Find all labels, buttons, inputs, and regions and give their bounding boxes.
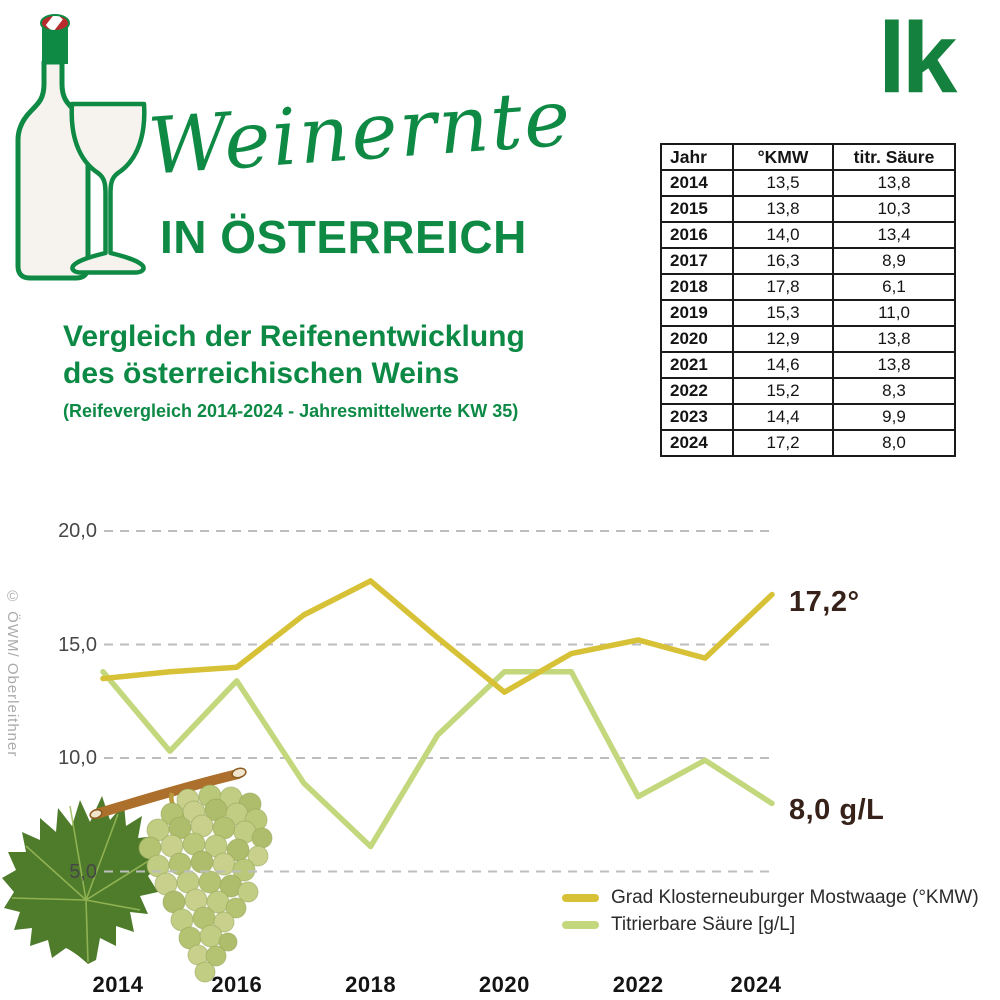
table-cell: 8,0	[832, 429, 956, 457]
table-row: 2016 14,0 13,4	[660, 221, 956, 249]
table-cell: 2024	[660, 429, 734, 457]
wine-glass-outline	[69, 101, 147, 275]
table-header-cell: Jahr	[660, 143, 734, 171]
table-cell: 8,9	[832, 247, 956, 275]
table-cell: 2014	[660, 169, 734, 197]
y-tick-label: 5,0	[69, 860, 97, 883]
harvest-data-table: Jahr °KMW titr. Säure 2014 13,5 13,8 2015 13,8…	[660, 143, 956, 457]
table-row: 2021 14,6 13,8	[660, 351, 956, 379]
table-cell: 2019	[660, 299, 734, 327]
y-tick-label: 15,0	[58, 633, 97, 656]
table-cell: 9,9	[832, 403, 956, 431]
bottle-cap-rim	[40, 14, 70, 32]
table-cell: 2021	[660, 351, 734, 379]
page-title: Vergleich der Reifenentwicklung des öste…	[63, 318, 525, 422]
table-cell: 2018	[660, 273, 734, 301]
table-row: 2014 13,5 13,8	[660, 169, 956, 197]
y-tick-label: 10,0	[58, 747, 97, 769]
table-cell: 6,1	[832, 273, 956, 301]
table-row: 2022 15,2 8,3	[660, 377, 956, 405]
table-row: 2017 16,3 8,9	[660, 247, 956, 275]
table-cell: 14,0	[732, 221, 834, 249]
table-cell: 2022	[660, 377, 734, 405]
title-line-2: des österreichischen Weins	[63, 357, 460, 390]
table-cell: 13,8	[832, 325, 956, 353]
x-tick-label: 2014	[92, 972, 144, 997]
series-end-label: 8,0 g/L	[789, 794, 885, 827]
leaf-veins	[11, 805, 151, 963]
legend-swatch	[562, 920, 599, 929]
table-cell: 17,2	[732, 429, 834, 457]
x-tick-label: 2024	[730, 972, 782, 997]
table-row: 2019 15,3 11,0	[660, 299, 956, 327]
table-cell: 11,0	[832, 299, 956, 327]
table-row: 2024 17,2 8,0	[660, 429, 956, 457]
series-line-0	[100, 578, 775, 695]
table-cell: 10,3	[832, 195, 956, 223]
table-cell: 12,9	[732, 325, 834, 353]
table-cell: 17,8	[732, 273, 834, 301]
table-cell: 2016	[660, 221, 734, 249]
wine-bottle-and-glass-illustration	[15, 8, 147, 281]
table-row: 2015 13,8 10,3	[660, 195, 956, 223]
photo-credit: © ÖWM/ Oberleithner	[4, 588, 21, 758]
x-tick-label: 2020	[478, 972, 530, 997]
twig-cut-end-right	[231, 767, 247, 779]
table-cell: 15,3	[732, 299, 834, 327]
bottle-outline	[15, 59, 91, 281]
table-cell: 13,4	[832, 221, 956, 249]
x-tick-label: 2022	[612, 972, 664, 997]
lk-logo: lk	[878, 2, 957, 114]
table-cell: 13,8	[732, 195, 834, 223]
table-cell: 2017	[660, 247, 734, 275]
chart-legend: Grad Klosterneuburger Mostwaage (°KMW) Ti…	[562, 884, 979, 938]
table-cell: 16,3	[732, 247, 834, 275]
table-row: 2023 14,4 9,9	[660, 403, 956, 431]
legend-swatch	[562, 893, 599, 902]
table-cell: 13,8	[832, 351, 956, 379]
table-header: Jahr °KMW titr. Säure	[660, 143, 956, 171]
table-cell: 13,8	[832, 169, 956, 197]
table-cell: 14,4	[732, 403, 834, 431]
y-tick-label: 20,0	[58, 520, 97, 542]
series-end-label: 17,2°	[789, 585, 860, 618]
table-header-cell: titr. Säure	[832, 143, 956, 171]
table-row: 2018 17,8 6,1	[660, 273, 956, 301]
table-cell: 2023	[660, 403, 734, 431]
table-cell: 2020	[660, 325, 734, 353]
table-cell: 15,2	[732, 377, 834, 405]
table-header-cell: °KMW	[732, 143, 834, 171]
x-tick-label: 2016	[211, 972, 263, 997]
table-row: 2020 12,9 13,8	[660, 325, 956, 353]
x-tick-label: 2018	[345, 972, 397, 997]
title-subtitle: (Reifevergleich 2014-2024 - Jahresmittel…	[63, 401, 519, 421]
title-line-1: Vergleich der Reifenentwicklung	[63, 320, 525, 353]
grape-cluster	[138, 784, 273, 983]
table-cell: 8,3	[832, 377, 956, 405]
table-cell: 2015	[660, 195, 734, 223]
legend-label: Titrierbare Säure [g/L]	[611, 913, 796, 935]
table-cell: 14,6	[732, 351, 834, 379]
header-caps-title: IN ÖSTERREICH	[160, 211, 527, 263]
legend-row: Grad Klosterneuburger Mostwaage (°KMW)	[562, 884, 979, 911]
legend-label: Grad Klosterneuburger Mostwaage (°KMW)	[611, 886, 979, 908]
legend-row: Titrierbare Säure [g/L]	[562, 911, 979, 938]
table-cell: 13,5	[732, 169, 834, 197]
